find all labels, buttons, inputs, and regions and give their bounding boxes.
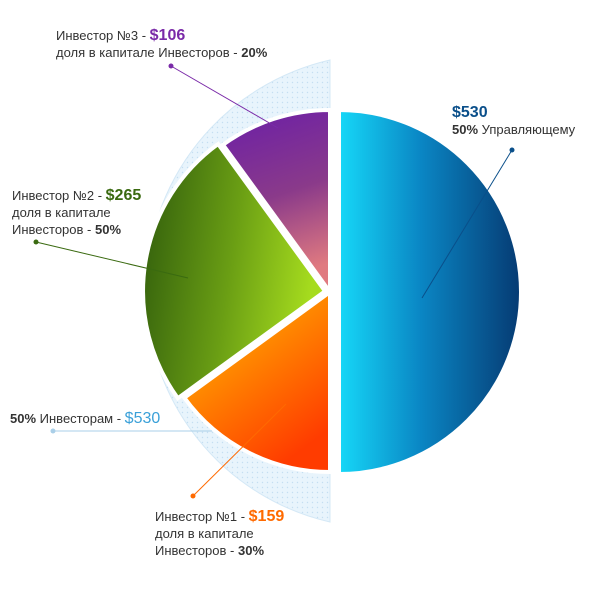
leader-line-manager [421,149,513,299]
inv3-percent: 20% [241,45,268,60]
inv1-amount: $159 [248,508,285,525]
leader-dot-inv1 [190,493,196,499]
group-amount: $530 [124,410,161,427]
label-investors-group: 50% Инвесторам - $530 [10,410,161,427]
inv3-amount: $106 [149,27,186,44]
manager-amount: $530 [452,104,488,121]
inv3-caption: доля в капитале Инвесторов [56,45,230,60]
leader-line-inv1 [192,403,287,497]
inv2-amount: $265 [105,187,142,204]
label-inv3: Инвестор №3 - $106 доля в капитале Инвес… [56,27,268,60]
leader-line-inv3 [170,65,279,129]
leader-dot-inv2 [33,239,39,245]
inv1-name: Инвестор №1 [155,509,238,524]
inv1-caption: доля в капитале [155,526,254,541]
slice-inv1 [181,288,332,475]
leader-line-inv2 [35,241,189,279]
inv2-caption2: Инвесторов [12,222,84,237]
manager-text: Управляющему [481,122,576,137]
label-inv1: Инвестор №1 - $159 доля в капитале Инвес… [155,508,285,558]
inv1-caption2: Инвесторов [155,543,227,558]
slice-manager [337,107,523,477]
inv2-caption: доля в капитале [12,205,111,220]
leader-dot-group [50,428,56,434]
group-label: Инвесторам [39,411,114,426]
inv1-percent: 30% [237,543,265,558]
leader-dot-inv3 [168,63,174,69]
inv2-name: Инвестор №2 [12,188,95,203]
manager-percent: 50% [452,122,479,137]
leader-dot-manager [509,147,515,153]
label-manager: $530 50% Управляющему [452,104,575,138]
slice-inv2 [141,141,328,401]
slice-inv3 [220,107,332,299]
inv3-name: Инвестор №3 [56,28,139,43]
group-percent: 50% [10,411,37,426]
inv2-percent: 50% [94,222,122,237]
label-inv2: Инвестор №2 - $265 доля в капитале Инвес… [12,187,142,237]
